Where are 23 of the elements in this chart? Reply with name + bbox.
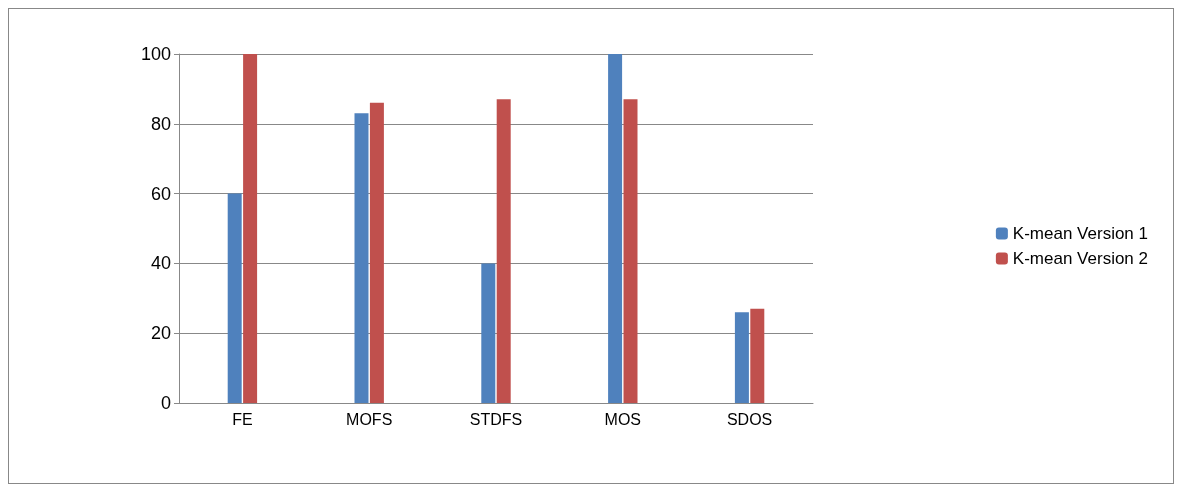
bar (227, 193, 242, 403)
y-tick-label: 60 (150, 183, 171, 204)
bar (243, 54, 258, 403)
bar (734, 312, 749, 403)
x-tick-label: MOFS (346, 410, 393, 428)
legend-label: K-mean Version 1 (1012, 224, 1149, 243)
bar (369, 102, 384, 403)
x-tick-label: FE (232, 410, 253, 428)
y-tick-label: 20 (150, 323, 171, 344)
bar (496, 99, 511, 403)
x-tick-label: STDFS (469, 410, 523, 428)
y-tick-label: 40 (150, 253, 171, 274)
x-tick-label: MOS (604, 410, 642, 428)
bar (608, 54, 623, 403)
x-tick-label: SDOS (726, 410, 773, 428)
y-tick-label: 0 (160, 393, 171, 413)
bar (354, 113, 369, 403)
bar (481, 263, 496, 403)
y-tick-label: 100 (140, 44, 171, 64)
y-tick-label: 80 (150, 113, 171, 134)
bar (623, 99, 638, 403)
legend-label: K-mean Version 2 (1012, 249, 1149, 268)
bar (750, 308, 765, 403)
